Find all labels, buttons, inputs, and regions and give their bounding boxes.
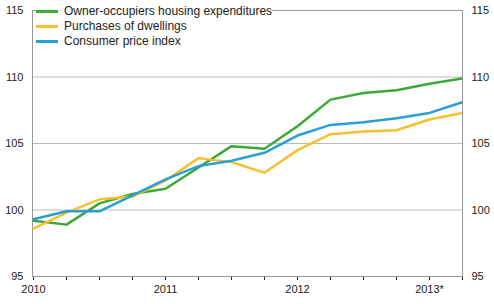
html-text:Consumer price index: Consumer price index <box>64 34 181 48</box>
svg-text:2012: 2012 <box>285 283 309 295</box>
svg-text:110: 110 <box>6 71 24 83</box>
svg-text:105: 105 <box>5 137 23 149</box>
svg-text:110: 110 <box>472 71 490 83</box>
svg-text:95: 95 <box>472 270 484 282</box>
svg-text:2013*: 2013* <box>415 283 444 295</box>
svg-text:115: 115 <box>6 4 24 16</box>
html-text:Owner-occupiers housing expend: Owner-occupiers housing expenditures <box>64 4 273 18</box>
svg-text:100: 100 <box>5 204 23 216</box>
svg-text:2011: 2011 <box>154 283 178 295</box>
svg-text:115: 115 <box>472 4 490 16</box>
svg-text:2010: 2010 <box>21 283 45 295</box>
svg-text:95: 95 <box>11 270 23 282</box>
html-text:Purchases of dwellings: Purchases of dwellings <box>64 19 187 33</box>
svg-text:100: 100 <box>472 204 490 216</box>
svg-text:105: 105 <box>472 137 490 149</box>
